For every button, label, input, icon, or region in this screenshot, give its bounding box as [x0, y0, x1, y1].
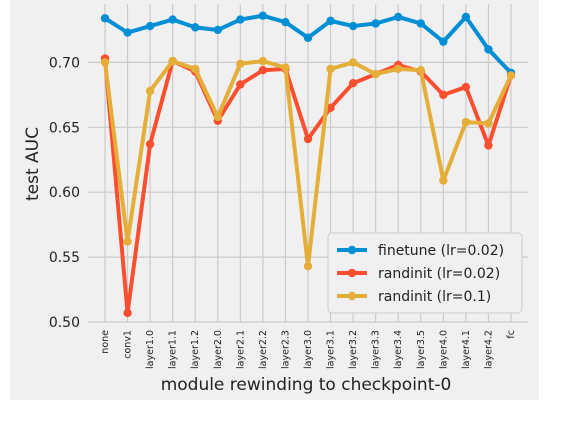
y-tick-labels: 0.50 0.55 0.60 0.65 0.70	[49, 55, 80, 331]
y-tick-label: 0.70	[49, 55, 80, 71]
legend-label: randinit (lr=0.02)	[378, 266, 500, 282]
x-tick-label: layer1.1	[168, 330, 179, 369]
x-tick-label: layer4.0	[438, 330, 449, 369]
data-point	[191, 64, 200, 74]
legend-box	[327, 232, 523, 314]
data-point	[258, 65, 268, 75]
y-tick-label: 0.60	[49, 185, 80, 201]
data-point	[326, 16, 335, 26]
y-tick-label: 0.50	[49, 315, 80, 331]
data-point	[348, 58, 358, 67]
data-point	[213, 112, 222, 122]
x-tick-label: conv1	[123, 330, 134, 359]
data-point	[168, 56, 177, 66]
data-point	[191, 23, 200, 32]
data-point	[461, 12, 471, 22]
data-point	[145, 139, 155, 149]
data-point	[439, 90, 448, 100]
data-point	[439, 176, 448, 185]
legend-marker	[347, 245, 357, 255]
x-tick-label: layer4.2	[483, 330, 494, 369]
x-tick-label: layer1.2	[190, 330, 201, 369]
data-point	[303, 261, 313, 271]
legend-marker	[347, 291, 357, 301]
legend-marker	[347, 268, 357, 278]
data-point	[281, 63, 290, 72]
data-point	[484, 141, 493, 150]
data-point	[461, 117, 471, 127]
legend-label: randinit (lr=0.1)	[378, 289, 491, 305]
y-tick-label: 0.55	[49, 250, 80, 266]
data-point	[123, 28, 132, 37]
data-point	[258, 11, 268, 20]
x-tick-labels: none conv1 layer1.0 layer1.1 layer1.2 layer2.…	[100, 330, 517, 369]
x-tick-label: layer4.1	[461, 330, 472, 369]
x-tick-label: none	[100, 330, 111, 354]
series-group	[100, 11, 516, 318]
x-tick-label: layer1.0	[145, 330, 156, 369]
data-point	[371, 69, 380, 79]
data-point	[236, 15, 245, 24]
y-axis-label: test AUC	[23, 127, 43, 201]
data-point	[168, 15, 177, 24]
x-tick-label: fc	[506, 330, 517, 339]
data-point	[348, 21, 358, 31]
data-point	[303, 134, 313, 144]
data-point	[145, 86, 155, 96]
data-point	[416, 65, 425, 75]
data-point	[326, 103, 335, 113]
data-point	[236, 59, 245, 68]
data-point	[484, 45, 493, 54]
data-point	[123, 308, 132, 318]
data-point	[348, 78, 358, 88]
data-point	[484, 119, 493, 128]
x-tick-label: layer3.3	[371, 330, 382, 369]
data-point	[461, 82, 471, 92]
y-tick-label: 0.65	[49, 120, 80, 136]
x-tick-label: layer2.0	[213, 330, 224, 369]
x-axis-label: module rewinding to checkpoint-0	[161, 375, 452, 395]
data-point	[506, 71, 516, 80]
x-tick-label: layer2.1	[235, 330, 246, 369]
data-point	[100, 14, 110, 23]
series-1	[100, 11, 516, 77]
data-point	[213, 25, 222, 35]
data-point	[236, 80, 245, 89]
legend-label: finetune (lr=0.02)	[378, 243, 504, 259]
x-tick-label: layer3.2	[348, 330, 359, 369]
x-tick-label: layer3.1	[326, 330, 337, 369]
data-point	[258, 56, 268, 66]
data-point	[326, 64, 335, 74]
x-tick-label: layer3.0	[303, 330, 314, 369]
data-point	[394, 64, 403, 74]
chart-background	[10, 0, 539, 400]
x-tick-label: layer2.3	[280, 330, 291, 369]
legend: finetune (lr=0.02) randinit (lr=0.02) rand…	[327, 232, 523, 314]
data-point	[281, 17, 290, 27]
data-point	[416, 19, 425, 28]
data-point	[439, 37, 448, 46]
x-tick-label: layer3.4	[393, 330, 404, 369]
x-tick-label: layer2.2	[258, 330, 269, 369]
x-tick-label: layer3.5	[416, 330, 427, 369]
data-point	[394, 12, 403, 22]
data-point	[303, 33, 313, 42]
data-point	[123, 237, 132, 246]
series-3	[100, 56, 516, 271]
data-point	[145, 21, 155, 31]
data-point	[100, 58, 110, 67]
data-point	[371, 19, 380, 28]
